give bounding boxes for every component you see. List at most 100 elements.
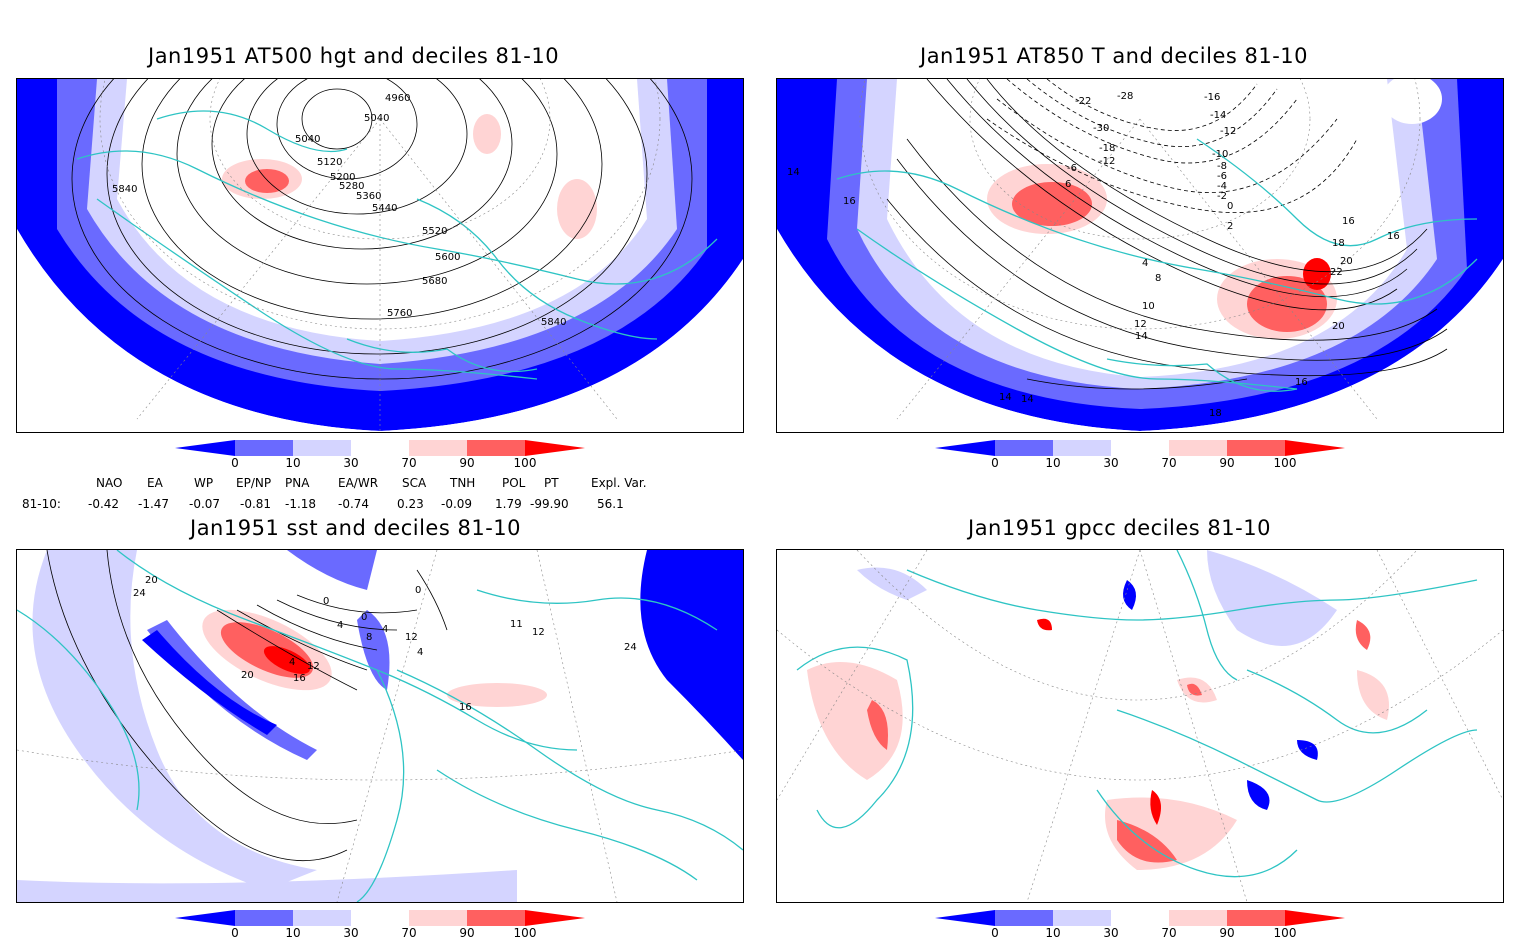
latitude-grid [859, 79, 1421, 420]
index-name: WP [194, 476, 214, 490]
colorbar-label: 0 [231, 456, 239, 470]
panel-title-hgt: Jan1951 AT500 hgt and deciles 81-10 [148, 44, 560, 68]
map-t850: -22 -28 -16 -14 -12 -10 -8 -6 -4 -2 0 2 … [776, 78, 1504, 433]
coastlines [836, 138, 1478, 392]
contour-label: -18 [1099, 143, 1115, 154]
index-value: -0.74 [338, 497, 370, 511]
latitude-grid [99, 79, 661, 432]
contour-label: 10 [1142, 301, 1155, 312]
colorbar-label: 10 [285, 926, 301, 940]
contour-label: 4 [417, 647, 423, 658]
index-value: -99.90 [530, 497, 569, 511]
contour-label: 16 [843, 196, 856, 207]
index-row-label: 81-10: [22, 497, 61, 511]
temperature-contours [886, 79, 1448, 390]
colorbar-label: 10 [285, 456, 301, 470]
contour-label: -14 [1210, 110, 1226, 121]
map-sst: 24 20 0 0 4 0 4 8 4 12 16 20 12 24 16 11… [16, 549, 744, 903]
coastlines [796, 550, 1478, 878]
contour-label: 12 [1134, 319, 1147, 330]
contour-label: 0 [1227, 201, 1233, 212]
contour-label: 16 [1342, 216, 1355, 227]
contour-label: 12 [307, 661, 320, 672]
colorbar-label: 0 [231, 926, 239, 940]
contour-label: 14 [999, 392, 1012, 403]
contour-label: 16 [459, 702, 472, 713]
contour-label: -8 [1217, 161, 1227, 172]
colorbar-label: 30 [1103, 926, 1119, 940]
contour-label: -10 [1212, 149, 1228, 160]
panel-title-sst: Jan1951 sst and deciles 81-10 [190, 516, 521, 540]
index-value: -0.81 [240, 497, 272, 511]
colorbar-label: 0 [991, 926, 999, 940]
index-name: Expl. Var. [591, 476, 647, 490]
index-value: 0.23 [397, 497, 424, 511]
contour-label: 16 [1295, 377, 1308, 388]
colorbar-label: 10 [1045, 456, 1061, 470]
colorbar-swatches [935, 440, 1345, 456]
colorbar-label: 70 [1161, 456, 1177, 470]
index-name: EA/WR [338, 476, 379, 490]
contour-label: 5040 [295, 134, 320, 145]
colorbar-label: 30 [343, 926, 359, 940]
colorbar-gpcc: 0 10 30 70 90 100 [935, 910, 1347, 940]
index-value: -0.09 [441, 497, 473, 511]
contour-label: 12 [405, 632, 418, 643]
contour-label: -16 [1204, 92, 1220, 103]
index-value: 56.1 [597, 497, 624, 511]
contour-label: -22 [1075, 96, 1091, 107]
colorbar-label: 100 [513, 456, 537, 470]
contour-label: 5840 [541, 317, 566, 328]
index-name: PT [544, 476, 559, 490]
colorbar-swatches [935, 910, 1345, 926]
contour-label: 5600 [435, 252, 460, 263]
colorbar-label: 10 [1045, 926, 1061, 940]
index-name: EP/NP [236, 476, 272, 490]
contour-label: 0 [361, 612, 367, 623]
index-value: -1.18 [285, 497, 317, 511]
contour-label: 5280 [339, 181, 364, 192]
coastlines [76, 110, 718, 380]
colorbar-swatches [175, 910, 585, 926]
decile-shading [17, 79, 743, 432]
height-contours [71, 79, 693, 380]
coastlines [17, 550, 743, 902]
contour-label: 16 [293, 673, 306, 684]
contour-labels: 4960 5040 5040 5120 5200 5280 5360 5440 … [112, 93, 566, 328]
contour-label: 12 [532, 627, 545, 638]
contour-labels: 24 20 0 0 4 0 4 8 4 12 16 20 12 24 16 11… [133, 575, 637, 713]
colorbar-hgt: 0 10 30 70 90 100 [175, 440, 587, 472]
contour-label: 24 [133, 588, 146, 599]
index-name: SCA [402, 476, 427, 490]
index-name: POL [502, 476, 526, 490]
contour-label: 5760 [387, 308, 412, 319]
index-value: -1.47 [138, 497, 170, 511]
panel-title-gpcc: Jan1951 gpcc deciles 81-10 [968, 516, 1271, 540]
contour-label: 16 [1387, 231, 1400, 242]
colorbar-label: 100 [1273, 926, 1297, 940]
contour-label: 20 [1332, 321, 1345, 332]
index-value: 1.79 [495, 497, 522, 511]
contour-label: 6 [1065, 179, 1071, 190]
contour-label: 8 [1155, 273, 1161, 284]
map-gpcc [776, 549, 1504, 903]
contour-label: 18 [1332, 238, 1345, 249]
contour-label: 14 [1135, 331, 1148, 342]
map-hgt: 4960 5040 5040 5120 5200 5280 5360 5440 … [16, 78, 744, 433]
negative-contours [986, 79, 1358, 213]
colorbar-label: 70 [1161, 926, 1177, 940]
colorbar-label: 100 [513, 926, 537, 940]
contour-labels: -22 -28 -16 -14 -12 -10 -8 -6 -4 -2 0 2 … [787, 91, 1400, 419]
index-name: PNA [285, 476, 310, 490]
contour-label: -12 [1099, 156, 1115, 167]
contour-label: 4 [1142, 258, 1148, 269]
colorbar-swatches [175, 440, 585, 456]
contour-label: 5840 [112, 184, 137, 195]
colorbar-label: 90 [1219, 456, 1235, 470]
contour-label: 8 [366, 632, 372, 643]
colorbar-label: 90 [1219, 926, 1235, 940]
contour-label: 20 [145, 575, 158, 586]
contour-label: -6 [1217, 171, 1227, 182]
contour-label: 5200 [330, 172, 355, 183]
contour-label: -12 [1220, 126, 1236, 137]
